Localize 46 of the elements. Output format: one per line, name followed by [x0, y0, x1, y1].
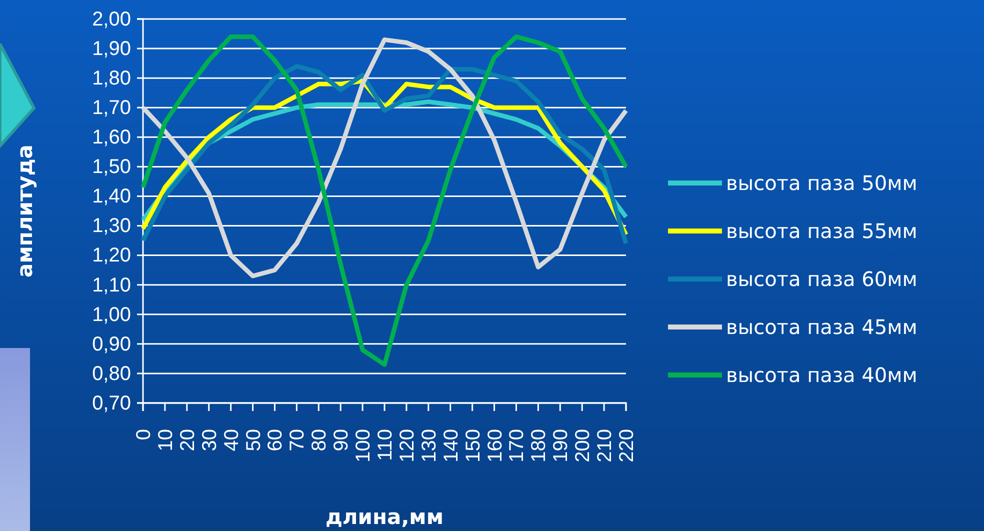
- y-tick-label: 1,50: [92, 156, 131, 178]
- x-axis-title: длина,мм: [325, 505, 444, 529]
- y-tick-label: 0,70: [92, 392, 131, 414]
- legend-label: высота паза 55мм: [726, 219, 918, 243]
- x-tick-label: 110: [374, 429, 396, 461]
- legend-label: высота паза 50мм: [726, 171, 918, 195]
- y-tick-label: 1,70: [92, 97, 131, 120]
- legend-label: высота паза 60мм: [726, 267, 918, 291]
- x-tick-label: 220: [616, 429, 638, 462]
- x-tick-label: 140: [440, 429, 462, 462]
- y-tick-label: 1,60: [92, 126, 131, 149]
- x-tick-label: 130: [418, 429, 440, 462]
- y-tick-label: 1,20: [92, 244, 131, 267]
- x-tick-label: 70: [286, 429, 309, 452]
- x-tick-label: 150: [462, 429, 484, 462]
- line-series: [140, 34, 628, 367]
- y-tick-label: 2,00: [92, 8, 131, 30]
- x-tick-label: 170: [506, 429, 528, 462]
- y-tick-label: 0,80: [92, 362, 131, 385]
- x-tick-label: 190: [550, 429, 572, 462]
- legend-label: высота паза 40мм: [726, 363, 918, 387]
- x-tick-label: 180: [528, 429, 550, 462]
- y-tick-label: 1,80: [92, 67, 131, 90]
- x-tick-label: 210: [594, 429, 616, 462]
- x-tick-label: 60: [264, 429, 287, 452]
- x-tick-label: 160: [484, 429, 506, 462]
- x-tick-label: 30: [198, 429, 221, 452]
- y-tick-label: 0,90: [92, 333, 131, 356]
- x-tick-label: 120: [396, 429, 418, 462]
- x-tick-label: 0: [133, 429, 155, 440]
- line-series: [140, 37, 628, 278]
- y-tick-label: 1,90: [92, 38, 131, 60]
- y-tick-label: 1,30: [92, 215, 131, 238]
- x-tick-label: 80: [308, 429, 331, 452]
- y-axis-title: амплитуда: [13, 144, 37, 278]
- x-tick-label: 10: [154, 429, 177, 452]
- x-tick-label: 20: [176, 429, 199, 452]
- legend-label: высота паза 45мм: [726, 315, 918, 339]
- x-tick-label: 50: [242, 429, 265, 452]
- y-tick-label: 1,10: [92, 274, 131, 296]
- y-tick-label: 1,40: [92, 186, 131, 208]
- x-tick-label: 200: [572, 429, 594, 462]
- x-tick-label: 100: [352, 429, 375, 462]
- x-tick-label: 40: [220, 429, 243, 452]
- y-tick-label: 1,00: [92, 304, 131, 326]
- x-tick-label: 90: [330, 429, 353, 452]
